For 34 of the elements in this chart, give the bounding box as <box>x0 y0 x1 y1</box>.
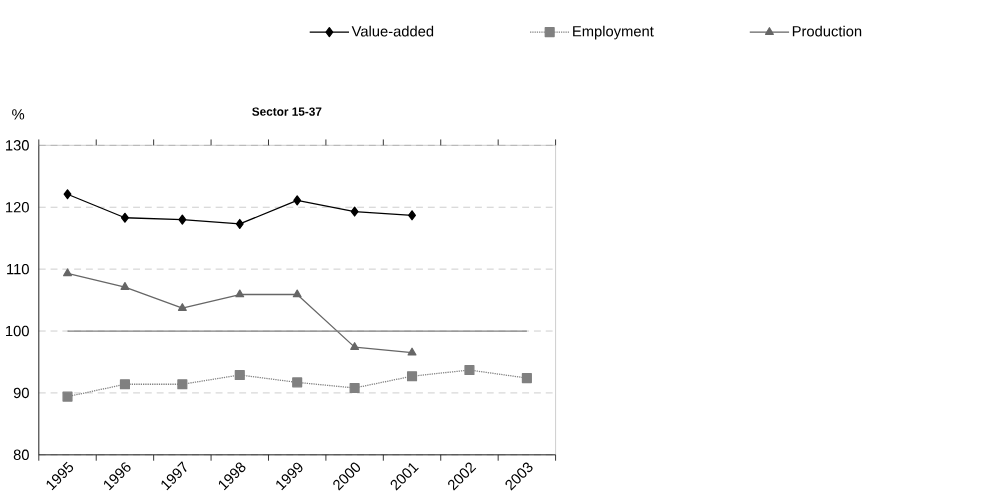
y-axis-title: % <box>12 109 25 120</box>
point <box>120 212 129 223</box>
point <box>177 302 187 311</box>
point <box>234 369 245 380</box>
point <box>63 189 72 200</box>
point <box>407 347 417 356</box>
y-tick-label: 110 <box>7 263 29 275</box>
point <box>350 341 360 350</box>
point <box>350 206 359 217</box>
point <box>406 371 418 382</box>
point <box>120 281 130 290</box>
legend-label: Production <box>792 25 862 37</box>
point <box>235 289 245 298</box>
chart-title: Sector 15-37 <box>252 107 322 116</box>
legend-label: Value-added <box>351 25 434 37</box>
point <box>62 391 73 402</box>
y-tick-label: 80 <box>13 449 29 460</box>
legend-label: Employment <box>573 25 654 40</box>
point <box>63 268 72 277</box>
point <box>293 195 302 206</box>
point <box>349 382 360 393</box>
y-tick-label: 100 <box>6 325 29 337</box>
point <box>178 214 187 225</box>
y-tick-label: 120 <box>6 201 29 213</box>
point <box>119 379 130 390</box>
point <box>464 364 475 375</box>
y-tick-label: 90 <box>13 387 29 399</box>
y-tick-label: 130 <box>6 140 29 151</box>
point <box>177 379 188 390</box>
point <box>235 218 244 229</box>
point <box>292 289 302 298</box>
point <box>292 377 303 388</box>
point <box>521 372 532 384</box>
point <box>408 210 416 221</box>
